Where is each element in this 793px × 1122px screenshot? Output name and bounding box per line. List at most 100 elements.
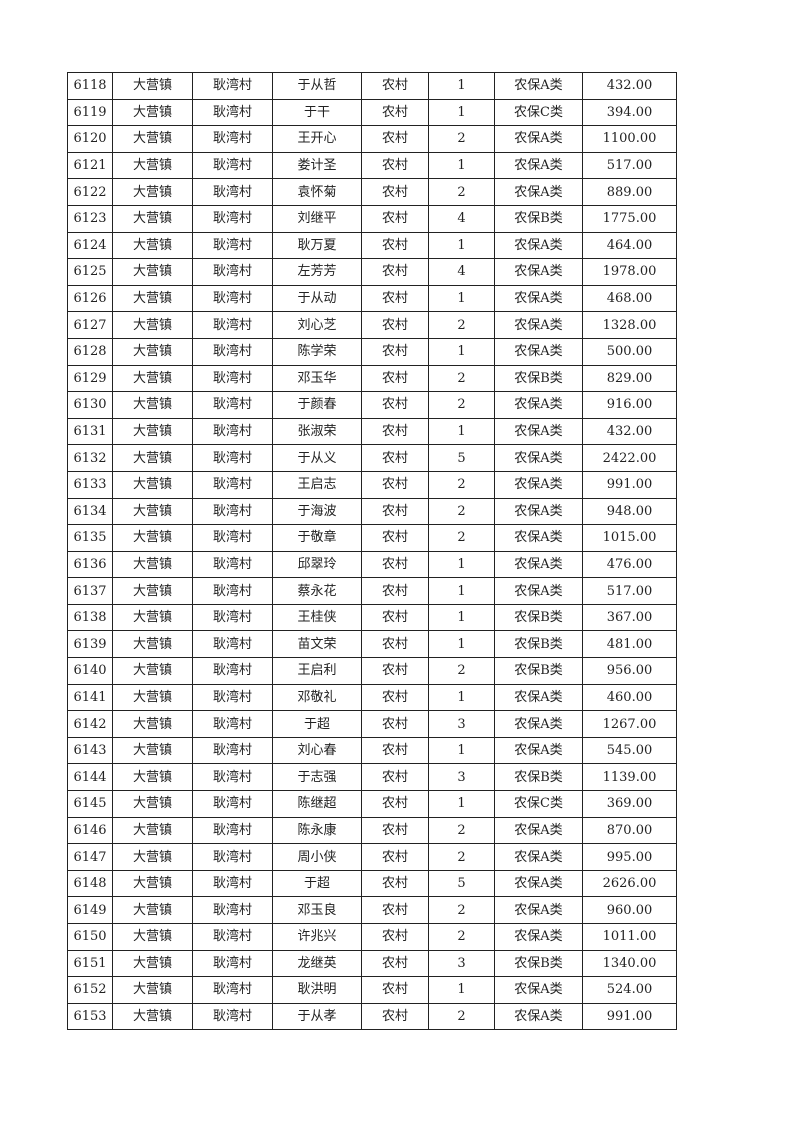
name-cell: 于超 bbox=[272, 710, 362, 738]
row-number-cell: 6142 bbox=[67, 710, 113, 738]
insurance-category-cell: 农保A类 bbox=[494, 869, 583, 898]
name-cell: 于从义 bbox=[272, 444, 362, 472]
row-number-cell: 6137 bbox=[67, 577, 113, 605]
area-type-cell: 农村 bbox=[361, 736, 429, 765]
town-cell: 大营镇 bbox=[112, 683, 193, 712]
table-row: 6147 大营镇 耿湾村 周小侠 农村 2 农保A类 995.00 bbox=[67, 843, 677, 871]
name-cell: 邓敬礼 bbox=[272, 683, 362, 712]
household-size-cell: 2 bbox=[428, 1002, 495, 1031]
area-type-cell: 农村 bbox=[361, 577, 429, 605]
name-cell: 娄计圣 bbox=[272, 151, 362, 180]
household-size-cell: 5 bbox=[428, 444, 495, 472]
town-cell: 大营镇 bbox=[112, 896, 193, 924]
name-cell: 张淑荣 bbox=[272, 417, 362, 446]
insurance-category-cell: 农保B类 bbox=[494, 364, 583, 393]
row-number-cell: 6120 bbox=[67, 125, 113, 153]
village-cell: 耿湾村 bbox=[192, 603, 273, 632]
village-cell: 耿湾村 bbox=[192, 949, 273, 978]
table-row: 6122 大营镇 耿湾村 袁怀菊 农村 2 农保A类 889.00 bbox=[67, 178, 677, 206]
area-type-cell: 农村 bbox=[361, 843, 429, 871]
area-type-cell: 农村 bbox=[361, 550, 429, 579]
row-number-cell: 6119 bbox=[67, 98, 113, 127]
insurance-category-cell: 农保A类 bbox=[494, 923, 583, 951]
amount-cell: 545.00 bbox=[582, 736, 677, 765]
town-cell: 大营镇 bbox=[112, 178, 193, 206]
insurance-category-cell: 农保A类 bbox=[494, 178, 583, 206]
insurance-category-cell: 农保A类 bbox=[494, 337, 583, 366]
village-cell: 耿湾村 bbox=[192, 550, 273, 579]
table-row: 6138 大营镇 耿湾村 王桂侠 农村 1 农保B类 367.00 bbox=[67, 603, 677, 632]
insurance-category-cell: 农保A类 bbox=[494, 125, 583, 153]
town-cell: 大营镇 bbox=[112, 204, 193, 233]
amount-cell: 1775.00 bbox=[582, 204, 677, 233]
table-row: 6128 大营镇 耿湾村 陈学荣 农村 1 农保A类 500.00 bbox=[67, 337, 677, 366]
village-cell: 耿湾村 bbox=[192, 843, 273, 871]
amount-cell: 517.00 bbox=[582, 577, 677, 605]
household-size-cell: 4 bbox=[428, 204, 495, 233]
village-cell: 耿湾村 bbox=[192, 790, 273, 818]
household-size-cell: 5 bbox=[428, 869, 495, 898]
village-cell: 耿湾村 bbox=[192, 683, 273, 712]
household-size-cell: 1 bbox=[428, 417, 495, 446]
insurance-category-cell: 农保A类 bbox=[494, 151, 583, 180]
row-number-cell: 6128 bbox=[67, 337, 113, 366]
amount-cell: 460.00 bbox=[582, 683, 677, 712]
household-size-cell: 2 bbox=[428, 470, 495, 499]
village-cell: 耿湾村 bbox=[192, 710, 273, 738]
row-number-cell: 6118 bbox=[67, 72, 113, 100]
table-row: 6139 大营镇 耿湾村 苗文荣 农村 1 农保B类 481.00 bbox=[67, 630, 677, 659]
amount-cell: 916.00 bbox=[582, 391, 677, 419]
row-number-cell: 6151 bbox=[67, 949, 113, 978]
area-type-cell: 农村 bbox=[361, 923, 429, 951]
data-table: 6118 大营镇 耿湾村 于从哲 农村 1 农保A类 432.00 6119 大营镇 耿湾村 于干 农村… bbox=[67, 72, 677, 1031]
town-cell: 大营镇 bbox=[112, 311, 193, 339]
insurance-category-cell: 农保A类 bbox=[494, 497, 583, 526]
amount-cell: 476.00 bbox=[582, 550, 677, 579]
village-cell: 耿湾村 bbox=[192, 577, 273, 605]
table-row: 6127 大营镇 耿湾村 刘心芝 农村 2 农保A类 1328.00 bbox=[67, 311, 677, 339]
area-type-cell: 农村 bbox=[361, 444, 429, 472]
insurance-category-cell: 农保A类 bbox=[494, 311, 583, 339]
village-cell: 耿湾村 bbox=[192, 470, 273, 499]
insurance-category-cell: 农保A类 bbox=[494, 417, 583, 446]
town-cell: 大营镇 bbox=[112, 364, 193, 393]
table-row: 6125 大营镇 耿湾村 左芳芳 农村 4 农保A类 1978.00 bbox=[67, 258, 677, 286]
household-size-cell: 2 bbox=[428, 896, 495, 924]
village-cell: 耿湾村 bbox=[192, 869, 273, 898]
insurance-category-cell: 农保A类 bbox=[494, 577, 583, 605]
area-type-cell: 农村 bbox=[361, 258, 429, 286]
household-size-cell: 1 bbox=[428, 630, 495, 659]
table-row: 6144 大营镇 耿湾村 于志强 农村 3 农保B类 1139.00 bbox=[67, 763, 677, 792]
area-type-cell: 农村 bbox=[361, 524, 429, 552]
insurance-category-cell: 农保B类 bbox=[494, 630, 583, 659]
row-number-cell: 6148 bbox=[67, 869, 113, 898]
amount-cell: 1100.00 bbox=[582, 125, 677, 153]
row-number-cell: 6139 bbox=[67, 630, 113, 659]
household-size-cell: 3 bbox=[428, 949, 495, 978]
household-size-cell: 1 bbox=[428, 72, 495, 100]
row-number-cell: 6122 bbox=[67, 178, 113, 206]
row-number-cell: 6124 bbox=[67, 231, 113, 260]
household-size-cell: 2 bbox=[428, 843, 495, 871]
town-cell: 大营镇 bbox=[112, 98, 193, 127]
amount-cell: 2422.00 bbox=[582, 444, 677, 472]
insurance-category-cell: 农保A类 bbox=[494, 524, 583, 552]
village-cell: 耿湾村 bbox=[192, 258, 273, 286]
town-cell: 大营镇 bbox=[112, 151, 193, 180]
row-number-cell: 6145 bbox=[67, 790, 113, 818]
household-size-cell: 2 bbox=[428, 391, 495, 419]
name-cell: 于从哲 bbox=[272, 72, 362, 100]
town-cell: 大营镇 bbox=[112, 603, 193, 632]
area-type-cell: 农村 bbox=[361, 364, 429, 393]
name-cell: 龙继英 bbox=[272, 949, 362, 978]
row-number-cell: 6146 bbox=[67, 816, 113, 845]
area-type-cell: 农村 bbox=[361, 763, 429, 792]
village-cell: 耿湾村 bbox=[192, 763, 273, 792]
area-type-cell: 农村 bbox=[361, 869, 429, 898]
village-cell: 耿湾村 bbox=[192, 98, 273, 127]
amount-cell: 1015.00 bbox=[582, 524, 677, 552]
row-number-cell: 6134 bbox=[67, 497, 113, 526]
town-cell: 大营镇 bbox=[112, 417, 193, 446]
area-type-cell: 农村 bbox=[361, 178, 429, 206]
amount-cell: 369.00 bbox=[582, 790, 677, 818]
